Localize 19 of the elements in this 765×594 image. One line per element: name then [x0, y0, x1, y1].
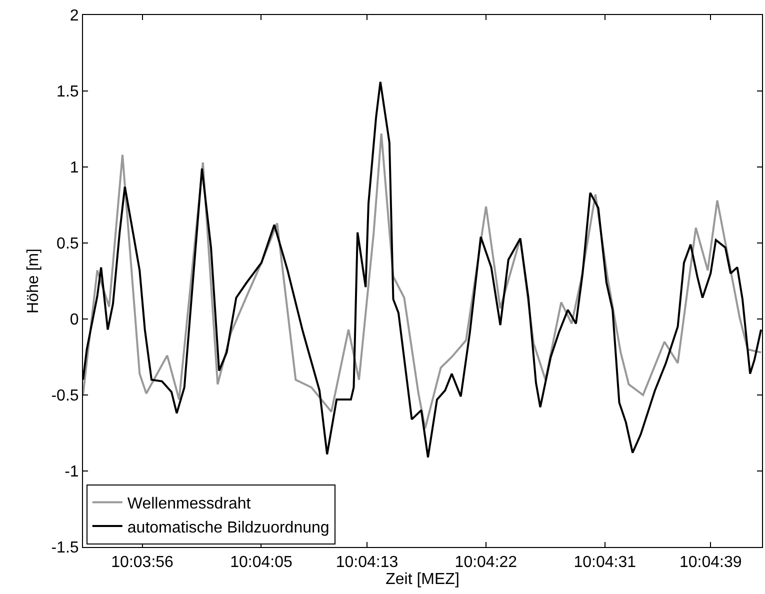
x-axis-title: Zeit [MEZ] [386, 571, 460, 588]
y-tick-label: -1.5 [51, 540, 79, 557]
x-tick-label: 10:04:22 [454, 554, 518, 572]
line-series [83, 132, 762, 430]
y-tick-label: -1 [64, 464, 79, 481]
y-tick-label: 1 [70, 160, 79, 177]
x-tick-label: 10:04:39 [679, 554, 742, 572]
x-tick-label: 10:04:05 [230, 554, 292, 572]
y-tick-label: -0.5 [51, 388, 79, 405]
legend-label: Wellenmessdraht [127, 495, 252, 512]
legend-label: automatische Bildzuordnung [127, 519, 330, 536]
x-tick-label: 10:04:13 [336, 554, 398, 572]
y-tick-label: 1.5 [56, 84, 79, 101]
x-tick-label: 10:04:31 [574, 554, 636, 572]
x-tick-label: 10:03:56 [111, 554, 174, 572]
y-tick-label: 2 [70, 8, 79, 25]
y-tick-label: 0 [70, 312, 79, 329]
y-tick-label: 0.5 [56, 236, 79, 253]
y-axis-title: Höhe [m] [25, 248, 42, 314]
